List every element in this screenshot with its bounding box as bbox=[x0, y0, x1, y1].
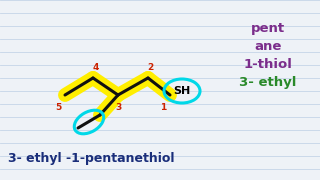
Text: 4: 4 bbox=[93, 64, 99, 73]
Text: 5: 5 bbox=[55, 103, 61, 112]
Text: 3- ethyl: 3- ethyl bbox=[239, 76, 297, 89]
Text: 1-thiol: 1-thiol bbox=[244, 58, 292, 71]
Text: 2: 2 bbox=[147, 64, 153, 73]
Text: SH: SH bbox=[173, 86, 191, 96]
Text: 3- ethyl -1-pentanethiol: 3- ethyl -1-pentanethiol bbox=[8, 152, 174, 165]
Text: 1: 1 bbox=[160, 103, 166, 112]
Text: 3: 3 bbox=[115, 103, 121, 112]
Text: pent: pent bbox=[251, 22, 285, 35]
Text: ane: ane bbox=[254, 40, 282, 53]
